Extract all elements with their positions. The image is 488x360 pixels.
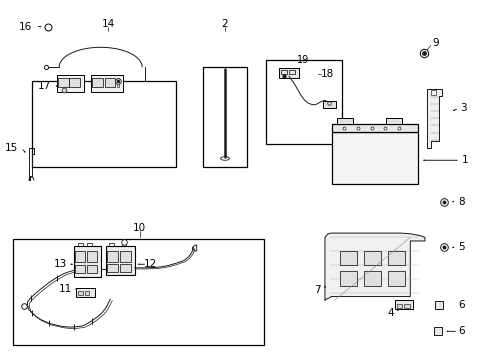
Bar	[84, 291, 89, 296]
Bar	[32, 81, 176, 167]
Text: 6: 6	[457, 326, 464, 336]
Bar	[78, 243, 82, 246]
Bar	[203, 67, 246, 167]
Text: 5: 5	[457, 242, 464, 252]
Text: 3: 3	[460, 103, 466, 113]
Bar	[105, 246, 135, 275]
Bar	[331, 124, 417, 132]
Bar	[92, 78, 103, 87]
Text: 12: 12	[144, 259, 157, 269]
Bar	[57, 75, 83, 92]
Text: 13: 13	[54, 259, 67, 269]
Bar	[289, 70, 295, 74]
Bar	[266, 60, 341, 144]
Bar	[91, 75, 122, 92]
Text: 9: 9	[431, 38, 438, 48]
Text: 8: 8	[457, 197, 464, 207]
Text: 4: 4	[386, 309, 393, 318]
Bar	[107, 264, 118, 272]
Bar	[69, 78, 80, 87]
Bar	[387, 271, 405, 286]
Text: 10: 10	[133, 224, 146, 233]
Text: 17: 17	[38, 81, 51, 91]
Bar	[104, 78, 115, 87]
Bar	[322, 101, 335, 108]
Bar	[281, 70, 286, 74]
Text: 14: 14	[101, 19, 114, 29]
Text: 11: 11	[58, 284, 72, 294]
Bar	[387, 251, 405, 265]
Bar	[76, 288, 95, 297]
Bar	[87, 265, 97, 273]
Bar	[120, 251, 131, 262]
Bar	[107, 251, 118, 262]
Polygon shape	[427, 89, 441, 148]
Text: 19: 19	[296, 55, 308, 65]
Text: 16: 16	[19, 22, 32, 32]
Bar	[404, 304, 409, 308]
Bar	[331, 132, 417, 184]
Bar	[75, 265, 85, 273]
Bar	[363, 271, 380, 286]
Text: 7: 7	[314, 285, 320, 296]
Bar	[117, 78, 119, 87]
Bar	[339, 251, 356, 265]
Bar	[336, 118, 352, 124]
Text: 6: 6	[457, 300, 464, 310]
Text: 18: 18	[320, 69, 333, 79]
Bar	[58, 78, 69, 87]
Bar	[13, 239, 264, 345]
Bar	[78, 291, 82, 296]
Bar	[87, 251, 97, 262]
Bar	[120, 264, 131, 272]
Text: 2: 2	[221, 19, 228, 29]
Bar	[394, 300, 412, 309]
Bar	[385, 118, 401, 124]
Bar	[87, 243, 92, 246]
Bar	[396, 304, 402, 308]
Bar	[74, 246, 101, 277]
Bar	[109, 243, 114, 246]
Polygon shape	[325, 233, 424, 300]
Bar	[339, 271, 356, 286]
Bar	[75, 251, 85, 262]
Bar	[122, 243, 126, 246]
Bar	[278, 68, 299, 78]
Text: 1: 1	[461, 155, 467, 165]
Text: 15: 15	[5, 143, 18, 153]
Bar	[430, 90, 435, 95]
Bar	[363, 251, 380, 265]
